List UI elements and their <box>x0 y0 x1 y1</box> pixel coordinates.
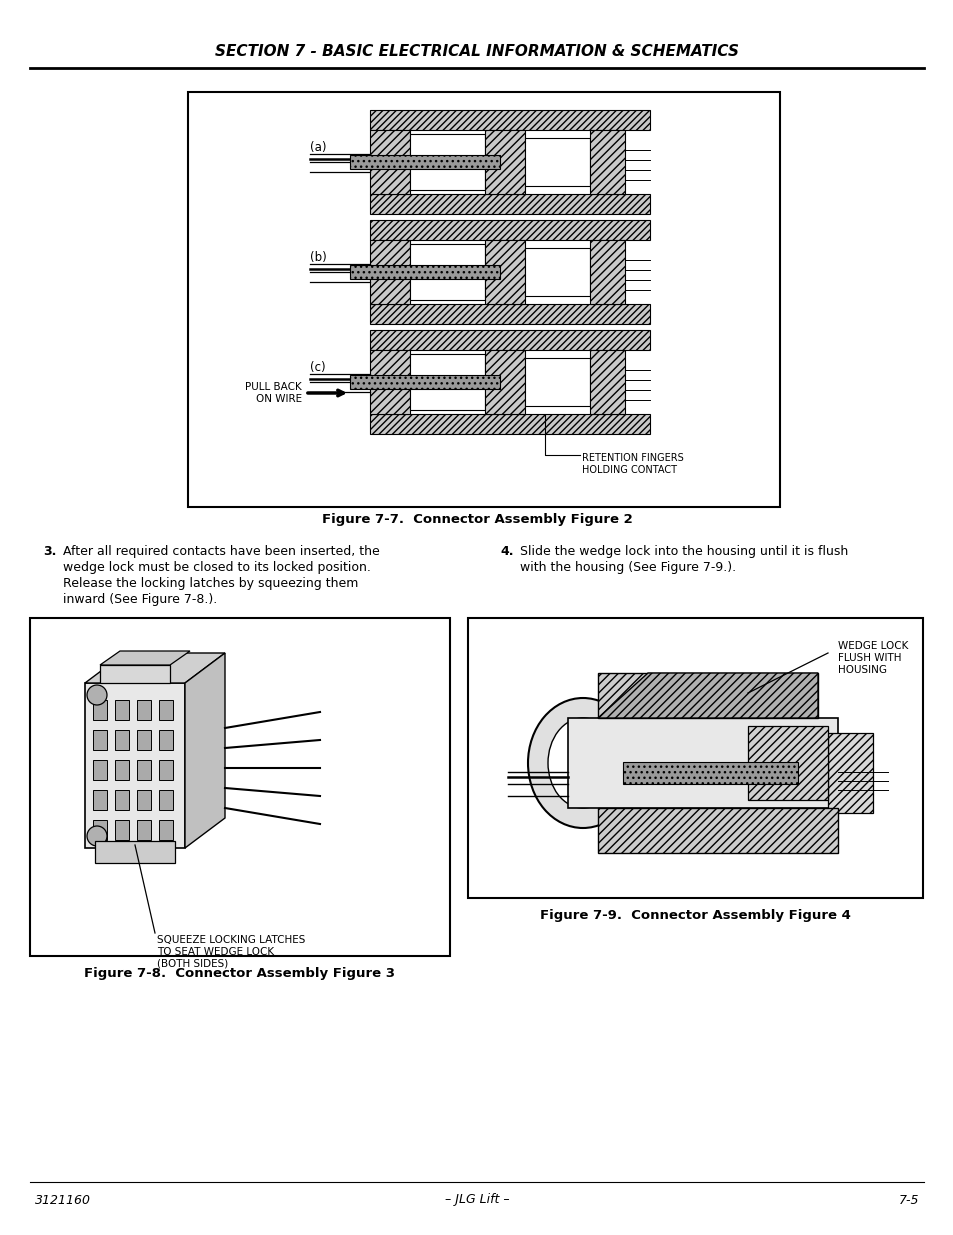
Text: Figure 7-8.  Connector Assembly Figure 3: Figure 7-8. Connector Assembly Figure 3 <box>85 967 395 981</box>
Bar <box>622 762 797 784</box>
Text: wedge lock must be closed to its locked position.: wedge lock must be closed to its locked … <box>63 561 371 574</box>
Bar <box>137 760 151 781</box>
Bar <box>370 350 410 414</box>
Bar <box>410 354 484 410</box>
Bar <box>137 790 151 810</box>
Bar <box>115 730 129 750</box>
Bar <box>589 240 624 304</box>
Bar <box>410 135 484 190</box>
Polygon shape <box>598 673 817 718</box>
Circle shape <box>87 685 107 705</box>
Ellipse shape <box>527 698 638 827</box>
Text: SQUEEZE LOCKING LATCHES
TO SEAT WEDGE LOCK
(BOTH SIDES): SQUEEZE LOCKING LATCHES TO SEAT WEDGE LO… <box>157 935 305 968</box>
Bar <box>115 700 129 720</box>
Polygon shape <box>100 651 190 664</box>
Polygon shape <box>185 653 225 848</box>
Bar <box>370 414 649 433</box>
Bar <box>370 240 410 304</box>
Bar <box>137 820 151 840</box>
Bar <box>567 718 837 808</box>
Text: RETENTION FINGERS
HOLDING CONTACT: RETENTION FINGERS HOLDING CONTACT <box>581 453 683 474</box>
Bar <box>484 350 524 414</box>
Bar <box>370 220 649 240</box>
Bar <box>827 734 872 813</box>
Bar <box>370 304 649 324</box>
Bar <box>350 156 499 169</box>
Text: After all required contacts have been inserted, the: After all required contacts have been in… <box>63 545 379 558</box>
Text: (a): (a) <box>310 142 326 154</box>
Text: (c): (c) <box>310 362 325 374</box>
Bar <box>159 730 172 750</box>
Bar <box>137 700 151 720</box>
Bar <box>484 240 524 304</box>
Bar <box>188 91 780 508</box>
Bar <box>95 841 174 863</box>
Text: – JLG Lift –: – JLG Lift – <box>444 1193 509 1207</box>
Bar <box>92 730 107 750</box>
Bar <box>468 618 923 898</box>
Text: 3.: 3. <box>43 545 56 558</box>
Bar <box>598 808 837 853</box>
Bar <box>589 130 624 194</box>
Bar <box>159 700 172 720</box>
Ellipse shape <box>547 718 618 808</box>
Bar <box>350 266 499 279</box>
Text: 7-5: 7-5 <box>898 1193 918 1207</box>
Bar <box>115 760 129 781</box>
Bar <box>370 110 649 130</box>
Bar <box>350 375 499 389</box>
Bar <box>484 130 524 194</box>
Bar <box>92 820 107 840</box>
Text: inward (See Figure 7-8.).: inward (See Figure 7-8.). <box>63 593 217 606</box>
Bar <box>92 760 107 781</box>
Bar <box>30 618 450 956</box>
Text: with the housing (See Figure 7-9.).: with the housing (See Figure 7-9.). <box>519 561 736 574</box>
Bar <box>159 790 172 810</box>
Text: WEDGE LOCK
FLUSH WITH
HOUSING: WEDGE LOCK FLUSH WITH HOUSING <box>837 641 907 674</box>
Text: (b): (b) <box>310 252 327 264</box>
Bar <box>92 700 107 720</box>
Bar <box>524 358 589 406</box>
Text: SECTION 7 - BASIC ELECTRICAL INFORMATION & SCHEMATICS: SECTION 7 - BASIC ELECTRICAL INFORMATION… <box>214 44 739 59</box>
Text: Figure 7-7.  Connector Assembly Figure 2: Figure 7-7. Connector Assembly Figure 2 <box>321 514 632 526</box>
Polygon shape <box>85 653 225 683</box>
Bar <box>159 760 172 781</box>
Text: Figure 7-9.  Connector Assembly Figure 4: Figure 7-9. Connector Assembly Figure 4 <box>539 909 849 923</box>
Text: 3121160: 3121160 <box>35 1193 91 1207</box>
Circle shape <box>87 826 107 846</box>
Bar <box>115 790 129 810</box>
Bar <box>524 248 589 296</box>
Bar <box>370 130 410 194</box>
Bar <box>370 330 649 350</box>
Text: Slide the wedge lock into the housing until it is flush: Slide the wedge lock into the housing un… <box>519 545 847 558</box>
Bar <box>589 350 624 414</box>
Bar <box>598 673 817 718</box>
Bar <box>137 730 151 750</box>
Bar <box>92 790 107 810</box>
Bar <box>100 664 170 683</box>
Bar <box>747 726 827 800</box>
Text: PULL BACK
ON WIRE: PULL BACK ON WIRE <box>245 382 302 404</box>
Bar <box>115 820 129 840</box>
Bar <box>524 138 589 186</box>
Bar <box>159 820 172 840</box>
Bar <box>410 245 484 300</box>
Text: 4.: 4. <box>499 545 513 558</box>
Bar <box>85 683 185 848</box>
Bar <box>370 194 649 214</box>
Text: Release the locking latches by squeezing them: Release the locking latches by squeezing… <box>63 577 358 590</box>
